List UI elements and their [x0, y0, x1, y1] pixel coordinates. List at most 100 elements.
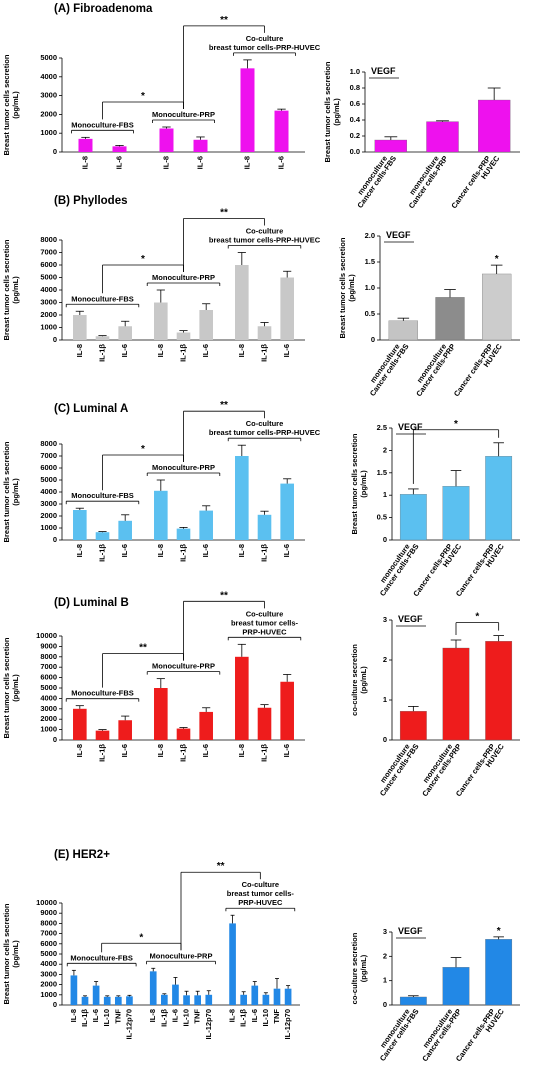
group-label: Monoculture-FBS	[71, 491, 134, 500]
bar	[257, 514, 272, 540]
chart-title: (C) Luminal A	[54, 403, 128, 415]
bar	[240, 68, 255, 152]
group-label: Monoculture-PRP	[152, 110, 215, 119]
bar	[442, 967, 470, 1006]
bar	[70, 975, 78, 1005]
category-label: Cancer cells-PRP	[452, 342, 495, 398]
y-tick-label: 0	[371, 335, 375, 344]
bar	[262, 994, 270, 1005]
category-label: TNF	[193, 1009, 202, 1024]
category-label: IL-6	[276, 156, 285, 169]
bar	[154, 302, 168, 340]
y-axis-label: (pg/mL)	[11, 674, 20, 702]
significance-label: **	[217, 861, 225, 872]
category-label: IL-6	[91, 1009, 100, 1022]
bar	[442, 647, 470, 741]
bar	[374, 139, 408, 153]
y-tick-label: 7000	[40, 451, 57, 460]
significance-label: *	[141, 444, 145, 455]
category-label: IL-12p70	[204, 1009, 213, 1039]
category-label: IL-10	[261, 1009, 270, 1027]
panel-label: VEGF	[398, 926, 423, 936]
bar	[95, 532, 110, 540]
y-tick-label: 1.0	[350, 67, 360, 76]
category-label: IL-6	[120, 744, 129, 757]
significance-label: **	[220, 208, 228, 219]
bar	[257, 326, 272, 340]
group-label: breast tumor cells-PRP-HUVEC	[209, 428, 321, 437]
bar	[399, 711, 427, 741]
category-label: IL-8	[80, 156, 89, 169]
category-label: IL-8	[69, 1009, 78, 1022]
y-tick-label: 2000	[40, 980, 57, 989]
y-tick-label: 0	[383, 735, 387, 744]
bar	[149, 971, 157, 1005]
y-tick-label: 0.0	[350, 147, 360, 156]
y-tick-label: 10000	[36, 898, 57, 907]
significance-label: *	[141, 91, 145, 102]
y-tick-label: 5000	[40, 683, 57, 692]
y-axis-label: Breast tumor cells secretion	[2, 903, 11, 1004]
significance-label: **	[220, 15, 228, 26]
group-label: Monoculture-FBS	[71, 689, 134, 698]
category-label: IL-1β	[97, 544, 106, 562]
category-label: IL-6	[195, 156, 204, 169]
category-label: IL-6	[201, 344, 210, 357]
y-tick-label: 0.2	[350, 131, 360, 140]
category-label: IL-1β	[259, 544, 268, 562]
bar	[176, 528, 191, 540]
category-label: IL-8	[148, 1009, 157, 1022]
bar	[235, 456, 249, 540]
y-axis-label: co-culture secretion	[350, 644, 359, 716]
bar	[485, 641, 513, 741]
panel-label: VEGF	[398, 614, 423, 624]
y-tick-label: 2.5	[377, 423, 387, 432]
bar	[442, 486, 470, 541]
category-label: IL-6	[282, 744, 291, 757]
category-label: IL-6	[250, 1009, 259, 1022]
category-label: IL-1β	[97, 744, 106, 762]
bar	[399, 494, 427, 541]
category-label: IL-1β	[239, 1009, 248, 1027]
y-tick-label: 2	[383, 951, 387, 960]
bar	[159, 128, 174, 152]
category-label: IL-6	[282, 544, 291, 557]
significance-label: *	[454, 419, 458, 430]
y-tick-label: 5000	[40, 53, 57, 62]
bar	[81, 996, 89, 1005]
bar	[183, 995, 190, 1005]
y-tick-label: 8000	[40, 652, 57, 661]
y-tick-label: 3000	[40, 297, 57, 306]
y-tick-label: 3000	[40, 91, 57, 100]
y-tick-label: 2	[383, 445, 387, 454]
y-tick-label: 0	[53, 147, 57, 156]
y-tick-label: 3000	[40, 499, 57, 508]
category-label: IL-1β	[80, 1009, 89, 1027]
y-tick-label: 0	[383, 1000, 387, 1009]
category-label: TNF	[272, 1009, 281, 1024]
y-tick-label: 2	[383, 655, 387, 664]
significance-label: *	[141, 254, 145, 265]
category-label: IL-10	[182, 1009, 191, 1027]
y-tick-label: 6000	[40, 673, 57, 682]
category-label: IL-6	[201, 744, 210, 757]
y-tick-label: 0.5	[365, 309, 375, 318]
y-tick-label: 1000	[40, 322, 57, 331]
y-tick-label: 1000	[40, 128, 57, 137]
bar	[229, 923, 236, 1005]
group-label: Monoculture-PRP	[150, 951, 213, 960]
bar	[280, 277, 294, 340]
group-label: Co-culture	[246, 227, 284, 236]
y-axis-label: (pg/mL)	[359, 954, 368, 982]
bar	[257, 707, 272, 740]
y-tick-label: 0	[383, 535, 387, 544]
group-label: Co-culture	[246, 34, 284, 43]
category-label: IL-8	[161, 156, 170, 169]
y-tick-label: 4000	[40, 487, 57, 496]
y-tick-label: 1000	[40, 725, 57, 734]
y-axis-label: Breast tumor cells secretion	[338, 237, 347, 338]
category-label: IL-12p70	[124, 1009, 133, 1039]
bar	[388, 320, 418, 341]
category-label: IL-8	[237, 744, 246, 757]
significance-label: *	[497, 926, 501, 937]
